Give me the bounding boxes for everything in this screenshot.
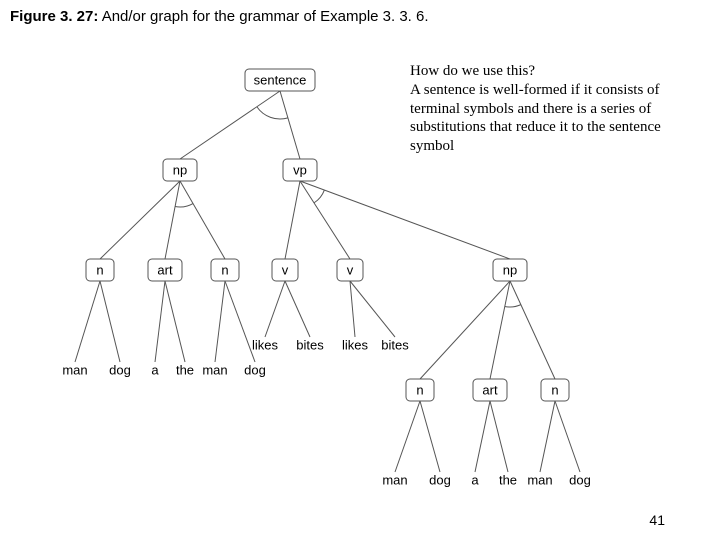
- tree-node-label: n: [96, 262, 103, 277]
- tree-edge: [100, 181, 180, 259]
- tree-leaf-label: likes: [252, 337, 279, 352]
- tree-edge: [555, 401, 580, 472]
- tree-edge: [280, 91, 300, 159]
- tree-edge: [265, 281, 285, 337]
- tree-leaf-label: dog: [244, 362, 266, 377]
- tree-edge: [510, 281, 555, 379]
- tree-leaf-label: the: [499, 472, 517, 487]
- tree-edge: [215, 281, 225, 362]
- tree-leaf-label: man: [382, 472, 407, 487]
- tree-node-label: n: [221, 262, 228, 277]
- tree-edge: [285, 281, 310, 337]
- tree-node-label: v: [347, 262, 354, 277]
- tree-leaf-label: a: [471, 472, 479, 487]
- tree-edge: [285, 181, 300, 259]
- tree-leaf-label: likes: [342, 337, 369, 352]
- tree-leaf-label: dog: [569, 472, 591, 487]
- tree-node-label: v: [282, 262, 289, 277]
- tree-edge: [395, 401, 420, 472]
- tree-edge: [350, 281, 395, 337]
- tree-edge: [420, 281, 510, 379]
- page-number: 41: [649, 512, 665, 528]
- tree-leaf-label: a: [151, 362, 159, 377]
- tree-edge: [300, 181, 510, 259]
- tree-edge: [155, 281, 165, 362]
- and-arc: [175, 204, 193, 207]
- tree-edge: [490, 281, 510, 379]
- and-arc: [257, 107, 288, 119]
- and-arc: [314, 190, 324, 203]
- tree-edge: [490, 401, 508, 472]
- tree-edge: [165, 181, 180, 259]
- figure-caption: Figure 3. 27: And/or graph for the gramm…: [10, 8, 429, 25]
- tree-edge: [180, 181, 225, 259]
- figure-title: And/or graph for the grammar of Example …: [98, 8, 428, 25]
- tree-edge: [165, 281, 185, 362]
- tree-edge: [475, 401, 490, 472]
- and-arc: [505, 305, 521, 307]
- tree-leaf-label: dog: [429, 472, 451, 487]
- tree-node-label: np: [503, 262, 517, 277]
- tree-leaf-label: bites: [296, 337, 324, 352]
- tree-node-label: np: [173, 162, 187, 177]
- tree-leaf-label: man: [202, 362, 227, 377]
- tree-leaf-label: man: [62, 362, 87, 377]
- tree-edge: [300, 181, 350, 259]
- tree-node-label: art: [157, 262, 173, 277]
- tree-node-label: vp: [293, 162, 307, 177]
- tree-node-label: n: [551, 382, 558, 397]
- tree-edge: [420, 401, 440, 472]
- tree-edge: [75, 281, 100, 362]
- tree-node-label: sentence: [254, 72, 307, 87]
- tree-leaf-label: bites: [381, 337, 409, 352]
- tree-edge: [180, 91, 280, 159]
- tree-edge: [540, 401, 555, 472]
- andor-graph: sentencenpvpnartnvvnpmandogathemandoglik…: [60, 60, 660, 525]
- tree-edge: [225, 281, 255, 362]
- tree-edge: [100, 281, 120, 362]
- figure-number: Figure 3. 27:: [10, 8, 98, 25]
- tree-leaf-label: dog: [109, 362, 131, 377]
- tree-leaf-label: the: [176, 362, 194, 377]
- tree-edge: [350, 281, 355, 337]
- tree-node-label: art: [482, 382, 498, 397]
- tree-leaf-label: man: [527, 472, 552, 487]
- tree-node-label: n: [416, 382, 423, 397]
